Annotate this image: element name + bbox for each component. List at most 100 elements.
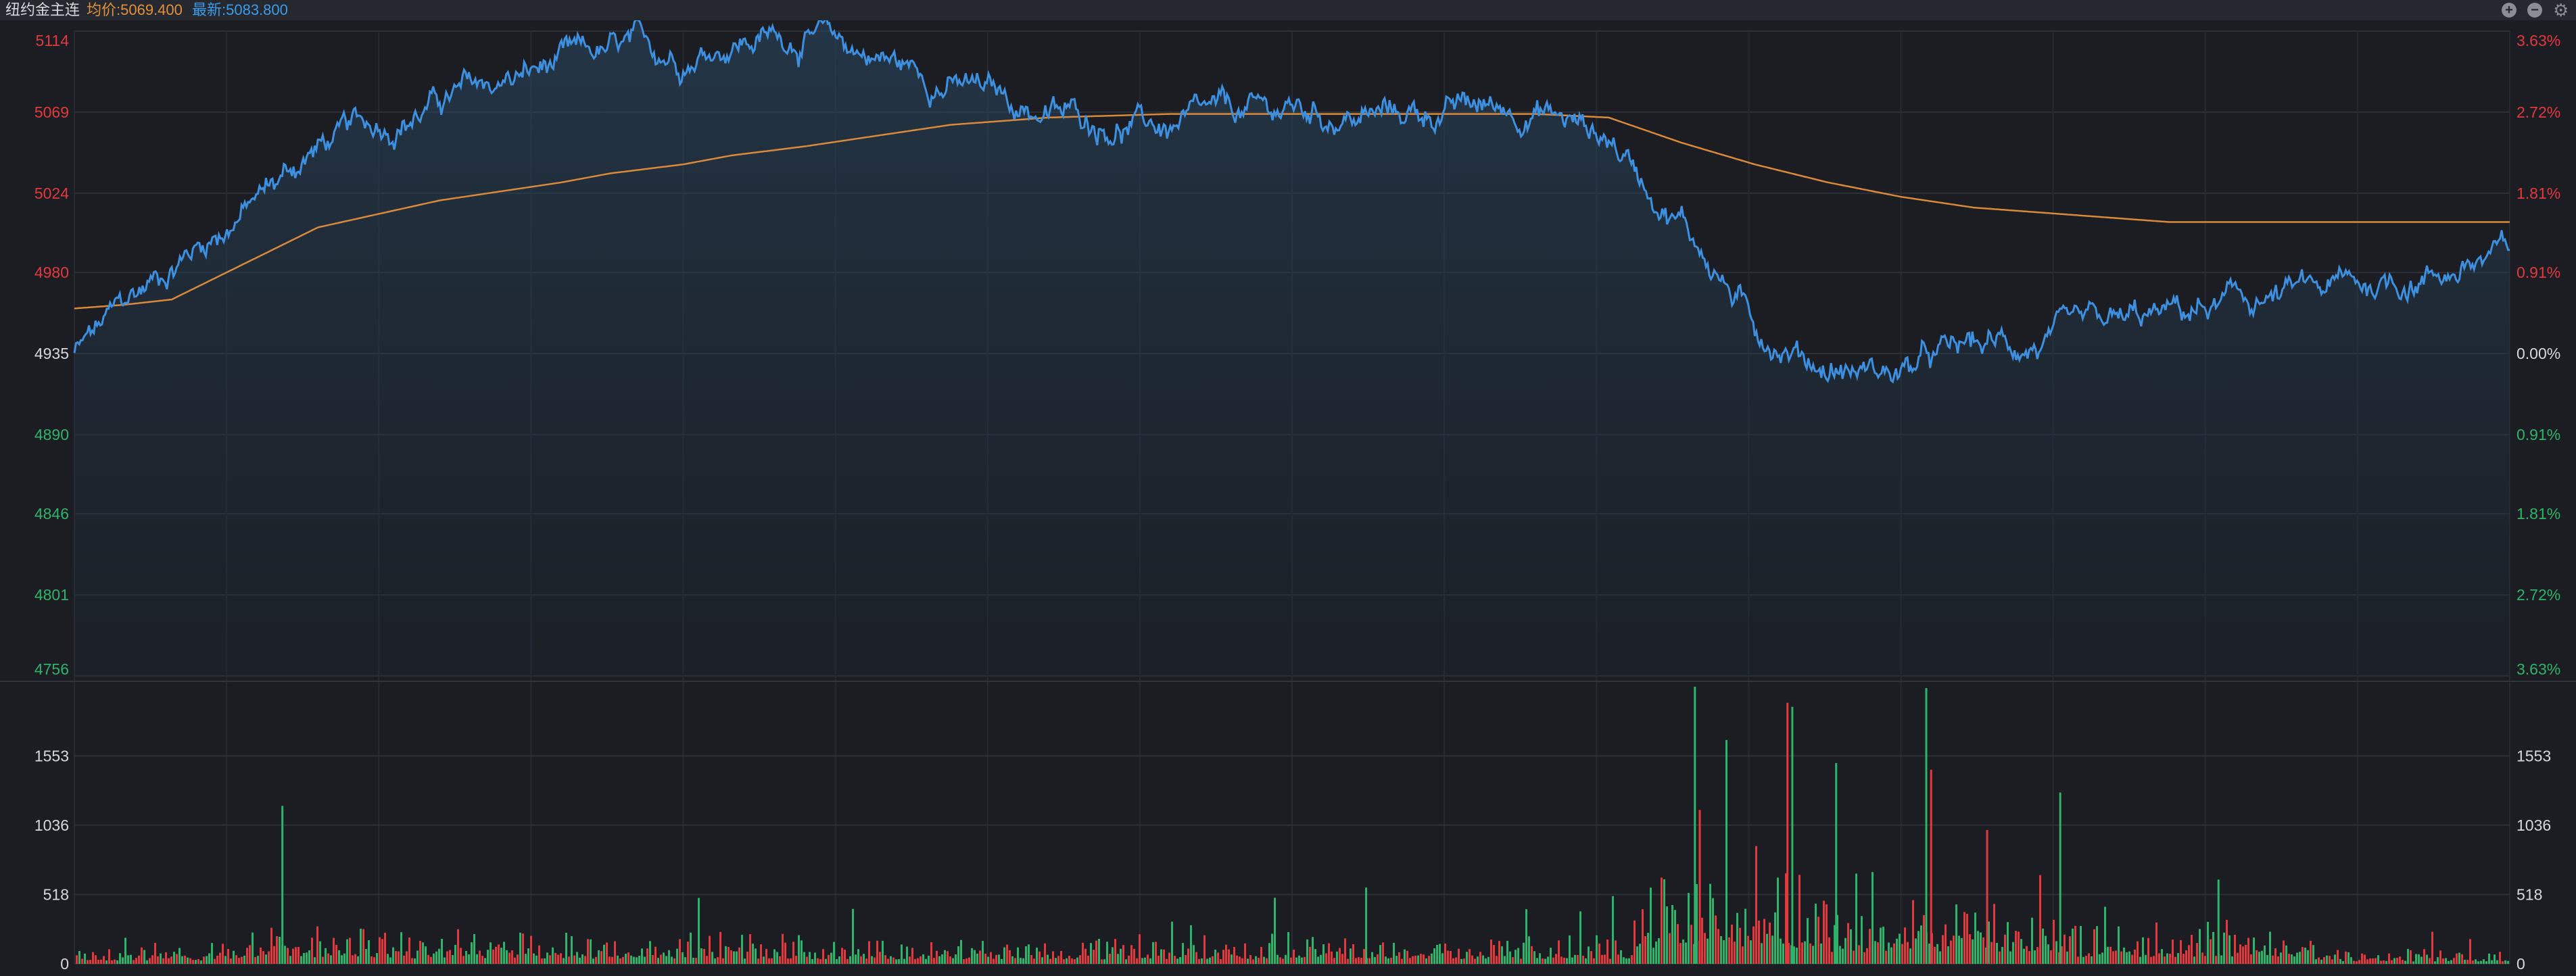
plus-circle-icon[interactable]: + [2502, 3, 2517, 18]
volume-bar [554, 952, 556, 964]
volume-bar [1371, 952, 1373, 964]
volume-bar [1006, 944, 1008, 964]
volume-bar [2472, 960, 2474, 964]
volume-bar [1501, 946, 1503, 964]
volume-bar [206, 956, 208, 964]
volume-bar [176, 954, 178, 964]
volume-bar [665, 956, 667, 964]
volume-bar [1871, 872, 1874, 964]
volume-bar [408, 937, 410, 964]
volume-bar [492, 949, 494, 964]
volume-bar [1128, 955, 1130, 964]
volume-bar [1490, 940, 1492, 964]
volume-bar [2320, 959, 2322, 964]
volume-bar [2207, 921, 2209, 964]
volume-bar [914, 958, 916, 964]
volume-bar [1406, 950, 1408, 964]
volume-bar [1761, 943, 1763, 964]
volume-bar [1393, 942, 1395, 964]
volume-bar [1774, 912, 1776, 964]
volume-bar [2196, 943, 2198, 964]
intraday-chart[interactable]: 5114 3.63% 5069 2.72% 5024 1.81% 4980 0.91% 4935… [0, 20, 2576, 976]
volume-bar [1450, 950, 1452, 964]
volume-bar [1071, 958, 1073, 964]
y-tick-right: 0.91% [2517, 264, 2560, 281]
volume-bar [352, 955, 354, 964]
gear-icon[interactable]: ⚙ [2553, 0, 2569, 20]
volume-bar [454, 944, 456, 964]
volume-bar [2426, 954, 2428, 964]
volume-bar [1282, 958, 1284, 964]
volume-bar [1504, 956, 1506, 964]
volume-bar [1152, 942, 1154, 964]
volume-bar [1385, 956, 1387, 964]
volume-bar [1477, 956, 1479, 964]
volume-bar [568, 956, 570, 964]
volume-bar [403, 955, 405, 964]
volume-bar [1185, 954, 1187, 964]
volume-bar [938, 956, 940, 964]
volume-bar [633, 956, 635, 964]
volume-bar [1974, 912, 1976, 964]
volume-bar [2231, 956, 2233, 964]
volume-bar [2012, 942, 2014, 964]
volume-bar [2180, 940, 2182, 964]
minus-circle-icon[interactable]: − [2527, 3, 2542, 18]
volume-bar [319, 941, 321, 964]
y-tick-left: 4890 [34, 426, 69, 443]
volume-bar [1358, 957, 1360, 964]
volume-bar [1577, 954, 1579, 964]
volume-bar [1763, 919, 1765, 964]
volume-bar [2220, 955, 2222, 964]
volume-bar [874, 957, 876, 964]
volume-bar [1552, 957, 1554, 964]
volume-bar [379, 937, 381, 964]
volume-bar [2315, 959, 2317, 964]
volume-bar [254, 956, 256, 964]
volume-bar [1982, 937, 1984, 964]
volume-spike-bar [2217, 879, 2220, 964]
volume-bar [2380, 960, 2382, 964]
volume-bar [1831, 952, 1833, 964]
volume-bar [311, 937, 313, 964]
volume-bar [1271, 933, 1273, 964]
volume-bar [197, 958, 199, 964]
volume-bar [2109, 946, 2112, 964]
volume-bar [2364, 954, 2366, 964]
volume-bar [373, 957, 375, 964]
volume-bar [1731, 924, 1733, 964]
volume-bar [200, 960, 202, 964]
volume-bar [1912, 900, 1914, 964]
volume-bar [2009, 951, 2011, 964]
volume-bar [1544, 958, 1546, 964]
volume-bar [2310, 940, 2312, 964]
volume-bar [968, 957, 970, 964]
volume-bar [2266, 954, 2268, 964]
volume-bar [1961, 937, 1963, 964]
volume-bar [722, 958, 724, 964]
volume-bar [2137, 941, 2139, 964]
volume-bar [709, 935, 711, 964]
volume-bar [1147, 954, 1149, 964]
volume-bar [308, 950, 310, 964]
volume-bar [1120, 948, 1122, 964]
volume-bar [184, 955, 186, 964]
volume-bar [1506, 940, 1508, 964]
volume-bar [2096, 926, 2098, 964]
volume-bar [2123, 947, 2125, 964]
volume-bar [1263, 956, 1265, 964]
volume-bar [1826, 904, 1828, 964]
volume-bar [1512, 957, 1514, 964]
volume-bar [1036, 948, 1038, 964]
volume-bar [2023, 948, 2025, 964]
volume-bar [1063, 959, 1065, 964]
volume-bar [1285, 954, 1287, 964]
volume-bar [1769, 922, 1771, 964]
volume-bar [76, 955, 78, 964]
volume-bar [2312, 945, 2314, 964]
volume-bar [327, 953, 329, 964]
volume-bar [103, 956, 105, 964]
volume-bar [2358, 960, 2360, 964]
volume-bar [1717, 929, 1719, 964]
volume-bar [1850, 929, 1852, 964]
